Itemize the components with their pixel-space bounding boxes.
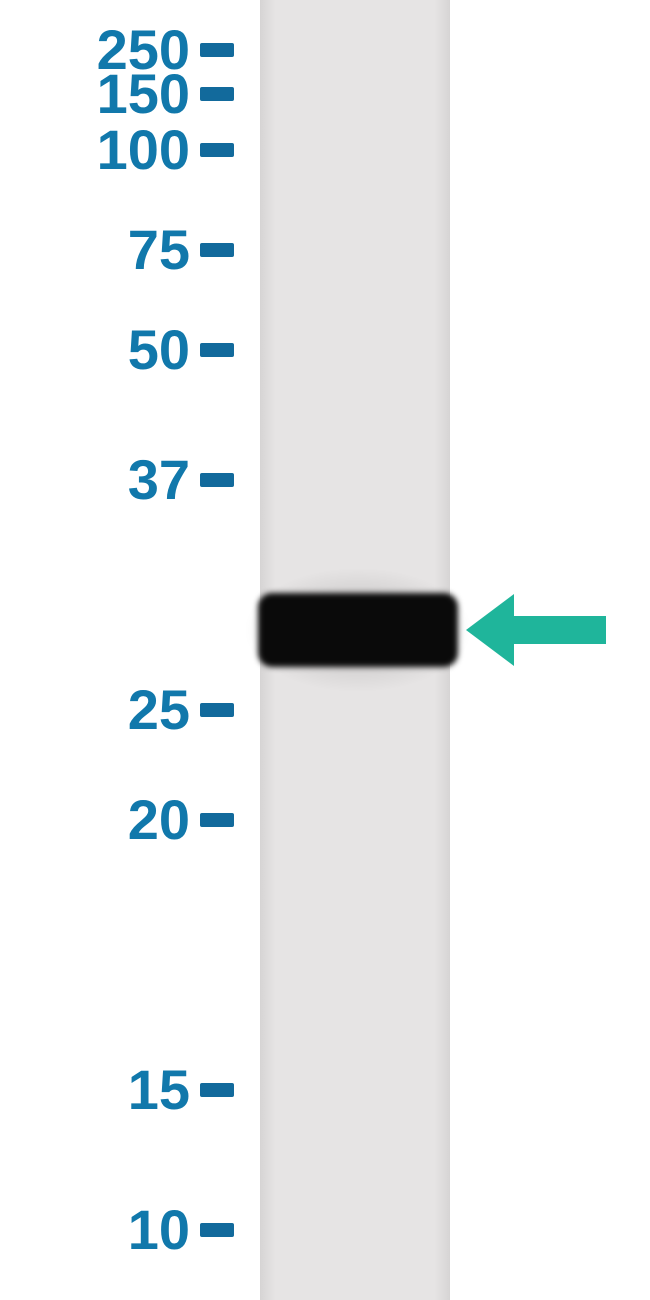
ladder-tick-10 xyxy=(200,1223,234,1237)
ladder-label-20: 20 xyxy=(128,792,190,848)
ladder-label-15: 15 xyxy=(128,1062,190,1118)
arrow-head-icon xyxy=(466,594,514,666)
ladder-tick-75 xyxy=(200,243,234,257)
ladder-label-150: 150 xyxy=(97,66,190,122)
ladder-tick-250 xyxy=(200,43,234,57)
ladder-tick-37 xyxy=(200,473,234,487)
ladder-tick-150 xyxy=(200,87,234,101)
protein-band xyxy=(258,593,458,667)
ladder-label-37: 37 xyxy=(128,452,190,508)
ladder-label-100: 100 xyxy=(97,122,190,178)
ladder-tick-15 xyxy=(200,1083,234,1097)
ladder-tick-100 xyxy=(200,143,234,157)
ladder-label-10: 10 xyxy=(128,1202,190,1258)
ladder-tick-20 xyxy=(200,813,234,827)
ladder-tick-25 xyxy=(200,703,234,717)
arrow-shaft xyxy=(514,616,606,644)
band-arrow-icon xyxy=(466,594,606,666)
ladder-label-75: 75 xyxy=(128,222,190,278)
ladder-label-25: 25 xyxy=(128,682,190,738)
ladder-label-50: 50 xyxy=(128,322,190,378)
ladder-tick-50 xyxy=(200,343,234,357)
western-blot-figure: 25015010075503725201510 xyxy=(0,0,650,1300)
